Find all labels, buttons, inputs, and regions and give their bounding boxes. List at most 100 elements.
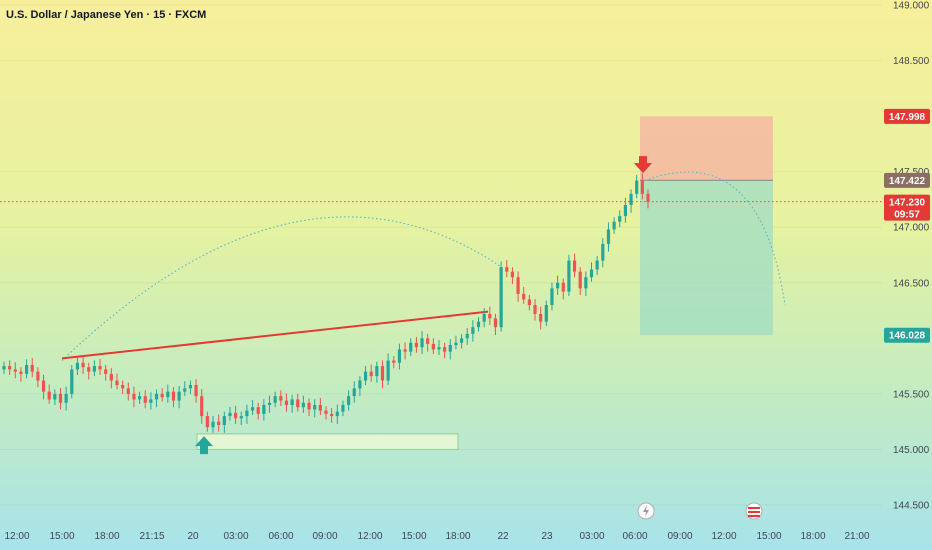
candle-body [98, 366, 102, 370]
candle-body [346, 396, 351, 405]
candle-body [239, 416, 243, 419]
support-zone[interactable] [196, 433, 459, 450]
candle-body [160, 393, 164, 398]
lightning-event-icon[interactable] [637, 502, 655, 520]
candle-body [36, 371, 40, 381]
candle-body [358, 380, 362, 389]
candle-body [194, 385, 198, 397]
candle-body [115, 380, 119, 385]
y-tick-label: 148.500 [893, 56, 930, 67]
x-tick-label: 03:00 [223, 531, 248, 542]
candle-body [318, 405, 322, 411]
us-flag-event-icon[interactable] [745, 502, 763, 520]
trendline[interactable] [61, 310, 489, 360]
candle-body [335, 411, 339, 417]
candle-body [234, 412, 238, 419]
candle-body [352, 388, 356, 397]
candle-body [177, 391, 181, 401]
candle-body [290, 399, 294, 405]
candle-body [612, 221, 616, 230]
candle-body [2, 366, 6, 370]
x-tick-label: 15:00 [401, 531, 426, 542]
sell-arrow-icon[interactable] [634, 156, 652, 174]
candle-body [606, 229, 611, 244]
price-tag: 146.028 [884, 327, 930, 343]
candle-body [403, 349, 407, 352]
candle-body [228, 412, 232, 417]
y-tick-label: 147.000 [893, 223, 930, 234]
x-tick-label: 12:00 [4, 531, 29, 542]
candle-body [556, 282, 560, 289]
x-tick-label: 15:00 [756, 531, 781, 542]
candle-body [375, 366, 379, 377]
candle-body [544, 305, 548, 322]
projection-arc-left[interactable] [61, 216, 501, 361]
candle-body [601, 243, 605, 261]
candle-body [245, 410, 249, 417]
candle-body [595, 260, 599, 270]
stop-loss-zone[interactable] [640, 116, 773, 181]
candle-body [58, 393, 63, 403]
candle-body [171, 391, 176, 401]
candle-body [222, 416, 226, 425]
candle-body [137, 396, 142, 400]
take-profit-zone[interactable] [640, 180, 773, 336]
candle-body [426, 338, 430, 344]
y-tick-label: 144.500 [893, 501, 930, 512]
price-axis: 149.000 148.500 147.500 147.000 146.500 145.5… [893, 1, 930, 512]
candle-body [516, 277, 520, 294]
candle-body [567, 260, 571, 292]
candle-body [81, 362, 85, 368]
candle-body [482, 313, 486, 322]
candle-body [24, 365, 29, 374]
markers [637, 502, 763, 520]
candle-body [493, 318, 498, 328]
candle-body [561, 282, 565, 292]
candle-body [64, 393, 68, 403]
candle-body [635, 180, 639, 194]
y-tick-label: 146.500 [893, 278, 930, 289]
candle-body [109, 373, 113, 381]
candle-body [132, 393, 136, 400]
time-axis: 12:00 15:00 18:00 21:15 20 03:00 06:00 09:00 12:… [4, 531, 869, 542]
candle-body [279, 396, 283, 401]
candle-body [448, 345, 452, 352]
candle-body [149, 399, 153, 403]
x-tick-label: 18:00 [800, 531, 825, 542]
candle-body [53, 393, 57, 400]
candle-body [471, 327, 475, 334]
y-tick-label: 149.000 [893, 1, 930, 12]
candle-body [313, 405, 317, 410]
x-tick-label: 09:00 [667, 531, 692, 542]
projection-arc-right[interactable] [644, 171, 786, 306]
candle-body [121, 385, 125, 389]
x-tick-label: 20 [187, 531, 199, 542]
chart-title: U.S. Dollar / Japanese Yen · 15 · FXCM [6, 9, 207, 21]
candle-body [211, 421, 215, 428]
candle-body [476, 321, 481, 328]
candle-body [550, 288, 554, 305]
candle-body [454, 342, 458, 345]
candle-body [578, 271, 582, 289]
buy-arrow-icon[interactable] [195, 436, 213, 455]
candle-body [431, 343, 435, 350]
price-tag-label: 147.998 [889, 112, 926, 123]
grid [0, 4, 882, 506]
candles [2, 173, 650, 433]
candle-body [200, 396, 204, 417]
candle-body [47, 391, 51, 400]
candle-body [510, 271, 515, 278]
price-tag: 147.998 [884, 108, 930, 124]
candle-body [459, 338, 464, 343]
candle-body [505, 267, 509, 272]
candle-body [341, 405, 345, 412]
candle-body [499, 267, 503, 328]
candle-body [380, 366, 385, 381]
candle-body [646, 193, 650, 202]
y-tick-label: 145.000 [893, 445, 930, 456]
candle-body [70, 369, 74, 394]
